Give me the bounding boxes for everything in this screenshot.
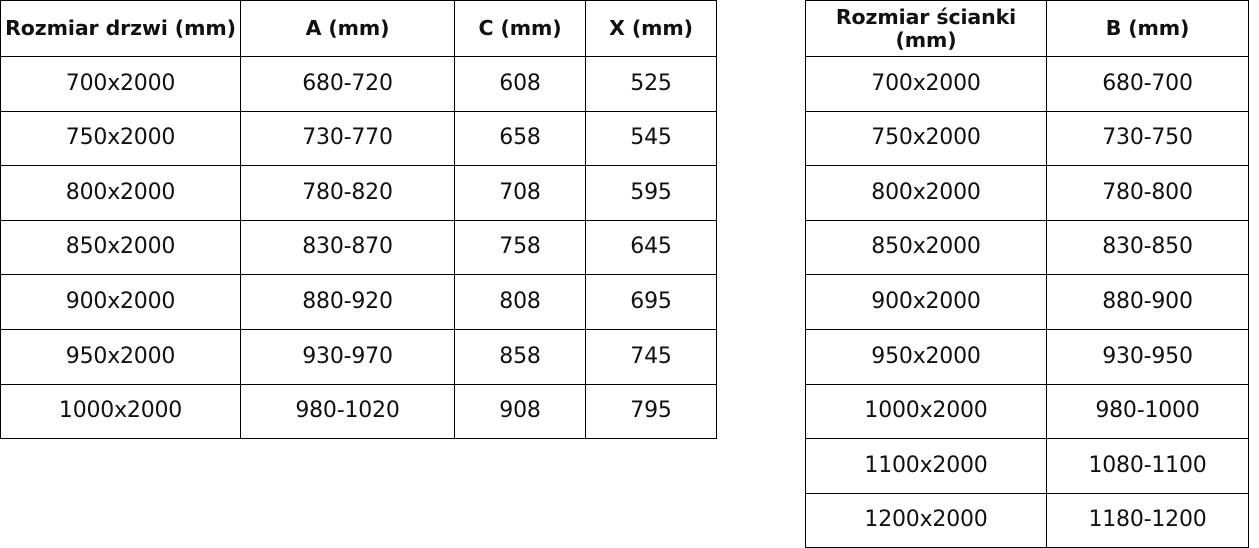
cell-a: 730-770	[240, 110, 455, 167]
column-header-c: C (mm)	[454, 0, 586, 57]
table-row: 750x2000 730-770 658 545	[0, 110, 717, 167]
table-row: 850x2000 830-850	[805, 219, 1249, 276]
table-row: 750x2000 730-750	[805, 110, 1249, 167]
table-header-row: Rozmiar drzwi (mm) A (mm) C (mm) X (mm)	[0, 0, 717, 57]
table-row: 950x2000 930-950	[805, 328, 1249, 385]
table-row: 700x2000 680-700	[805, 56, 1249, 112]
cell-door-size: 800x2000	[0, 165, 241, 221]
cell-b: 1080-1100	[1046, 438, 1249, 494]
door-size-table: Rozmiar drzwi (mm) A (mm) C (mm) X (mm) …	[0, 0, 717, 440]
cell-a: 680-720	[240, 56, 455, 112]
table-row: 700x2000 680-720 608 525	[0, 56, 717, 112]
cell-door-size: 700x2000	[0, 56, 241, 112]
cell-wall-size: 950x2000	[805, 328, 1047, 385]
cell-x: 595	[585, 165, 717, 221]
table-row: 800x2000 780-820 708 595	[0, 165, 717, 221]
cell-wall-size: 900x2000	[805, 274, 1047, 330]
cell-c: 808	[454, 274, 586, 330]
wall-table-header: Rozmiar ścianki (mm) B (mm)	[805, 0, 1249, 57]
table-row: 900x2000 880-920 808 695	[0, 274, 717, 330]
cell-a: 880-920	[240, 274, 455, 330]
table-row: 1000x2000 980-1020 908 795	[0, 383, 717, 440]
table-row: 1000x2000 980-1000	[805, 383, 1249, 440]
column-header-b: B (mm)	[1046, 0, 1249, 57]
cell-b: 880-900	[1046, 274, 1249, 330]
cell-a: 930-970	[240, 328, 455, 385]
cell-wall-size: 850x2000	[805, 219, 1047, 276]
cell-door-size: 1000x2000	[0, 383, 241, 440]
table-row: 1200x2000 1180-1200	[805, 492, 1249, 548]
wall-panel-size-table: Rozmiar ścianki (mm) B (mm) 700x2000 680…	[805, 0, 1249, 548]
cell-x: 525	[585, 56, 717, 112]
cell-c: 858	[454, 328, 586, 385]
cell-wall-size: 1100x2000	[805, 438, 1047, 494]
cell-door-size: 900x2000	[0, 274, 241, 330]
table-row: 950x2000 930-970 858 745	[0, 328, 717, 385]
table-row: 850x2000 830-870 758 645	[0, 219, 717, 276]
cell-wall-size: 1000x2000	[805, 383, 1047, 440]
table-header-row: Rozmiar ścianki (mm) B (mm)	[805, 0, 1249, 57]
cell-door-size: 750x2000	[0, 110, 241, 167]
cell-x: 545	[585, 110, 717, 167]
cell-c: 658	[454, 110, 586, 167]
cell-x: 645	[585, 219, 717, 276]
cell-a: 780-820	[240, 165, 455, 221]
column-header-door-size: Rozmiar drzwi (mm)	[0, 0, 241, 57]
cell-b: 680-700	[1046, 56, 1249, 112]
cell-b: 780-800	[1046, 165, 1249, 221]
column-header-x: X (mm)	[585, 0, 717, 57]
table-row: 800x2000 780-800	[805, 165, 1249, 221]
cell-c: 708	[454, 165, 586, 221]
cell-wall-size: 800x2000	[805, 165, 1047, 221]
cell-door-size: 950x2000	[0, 328, 241, 385]
cell-a: 830-870	[240, 219, 455, 276]
cell-c: 758	[454, 219, 586, 276]
cell-wall-size: 700x2000	[805, 56, 1047, 112]
cell-c: 908	[454, 383, 586, 440]
cell-wall-size: 1200x2000	[805, 492, 1047, 548]
cell-door-size: 850x2000	[0, 219, 241, 276]
cell-b: 980-1000	[1046, 383, 1249, 440]
table-row: 900x2000 880-900	[805, 274, 1249, 330]
cell-b: 830-850	[1046, 219, 1249, 276]
cell-b: 730-750	[1046, 110, 1249, 167]
table-row: 1100x2000 1080-1100	[805, 438, 1249, 494]
door-table-header: Rozmiar drzwi (mm) A (mm) C (mm) X (mm)	[0, 0, 717, 57]
column-header-a: A (mm)	[240, 0, 455, 57]
cell-x: 695	[585, 274, 717, 330]
cell-x: 745	[585, 328, 717, 385]
column-header-wall-size: Rozmiar ścianki (mm)	[805, 0, 1047, 57]
cell-a: 980-1020	[240, 383, 455, 440]
cell-c: 608	[454, 56, 586, 112]
cell-b: 1180-1200	[1046, 492, 1249, 548]
cell-b: 930-950	[1046, 328, 1249, 385]
wall-table-body: 700x2000 680-700 750x2000 730-750 800x20…	[805, 56, 1249, 548]
cell-x: 795	[585, 383, 717, 440]
cell-wall-size: 750x2000	[805, 110, 1047, 167]
door-table-body: 700x2000 680-720 608 525 750x2000 730-77…	[0, 56, 717, 440]
